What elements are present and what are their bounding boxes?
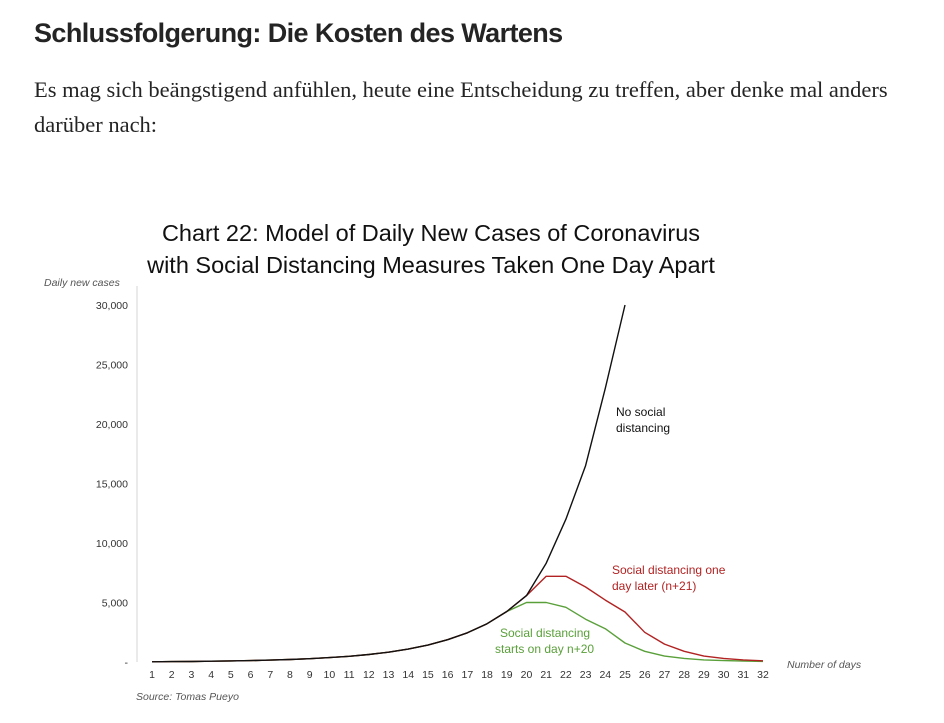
y-tick-label: 30,000	[96, 300, 128, 312]
y-tick-label: -	[125, 657, 129, 669]
x-tick-label: 6	[248, 669, 254, 681]
x-tick-label: 8	[287, 669, 293, 681]
x-tick-label: 5	[228, 669, 234, 681]
y-tick-label: 15,000	[96, 479, 128, 491]
chart-title-line1: Chart 22: Model of Daily New Cases of Co…	[162, 220, 700, 246]
x-tick-label: 11	[344, 669, 355, 681]
y-tick-label: 10,000	[96, 538, 128, 550]
x-tick-label: 1	[149, 669, 155, 681]
x-tick-label: 3	[188, 669, 194, 681]
x-tick-label: 19	[501, 669, 513, 681]
annotation-no-distancing-line1: No social	[616, 405, 665, 419]
x-tick-label: 12	[363, 669, 375, 681]
annotation-one-day-later-line2: day later (n+21)	[612, 579, 696, 593]
x-tick-label: 26	[639, 669, 651, 681]
series-line-2	[151, 601, 764, 663]
annotation-starts-n20-line2: starts on day n+20	[495, 642, 594, 656]
x-tick-label: 28	[678, 669, 690, 681]
y-axis-label: Daily new cases	[44, 277, 121, 289]
series-line-0	[151, 304, 626, 663]
x-tick-label: 4	[208, 669, 214, 681]
source-note: Source: Tomas Pueyo	[136, 691, 239, 703]
y-tick-label: 20,000	[96, 419, 128, 431]
x-tick-label: 15	[422, 669, 434, 681]
x-tick-label: 2	[169, 669, 175, 681]
x-tick-label: 24	[599, 669, 611, 681]
x-tick-label: 25	[619, 669, 631, 681]
x-tick-label: 13	[383, 669, 395, 681]
x-tick-label: 21	[540, 669, 552, 681]
x-tick-label: 9	[307, 669, 313, 681]
section-heading: Schlussfolgerung: Die Kosten des Wartens	[34, 18, 563, 48]
x-tick-label: 7	[267, 669, 273, 681]
x-tick-label: 30	[718, 669, 730, 681]
body-paragraph: Es mag sich beängstigend anfühlen, heute…	[34, 77, 888, 137]
annotation-one-day-later-line1: Social distancing one	[612, 563, 726, 577]
x-tick-label: 31	[737, 669, 749, 681]
y-tick-label: 5,000	[102, 598, 128, 610]
x-tick-label: 16	[442, 669, 454, 681]
x-tick-label: 27	[659, 669, 671, 681]
annotation-starts-n20-line1: Social distancing	[500, 626, 590, 640]
chart: Chart 22: Model of Daily New Cases of Co…	[44, 220, 862, 703]
x-tick-label: 20	[521, 669, 533, 681]
y-tick-label: 25,000	[96, 360, 128, 372]
x-axis-label: Number of days	[787, 659, 862, 671]
x-tick-label: 17	[462, 669, 474, 681]
x-tick-label: 14	[402, 669, 414, 681]
x-tick-label: 22	[560, 669, 572, 681]
x-tick-label: 23	[580, 669, 592, 681]
x-tick-label: 32	[757, 669, 769, 681]
x-tick-label: 10	[324, 669, 336, 681]
x-tick-label: 29	[698, 669, 710, 681]
annotation-no-distancing-line2: distancing	[616, 421, 670, 435]
chart-title-line2: with Social Distancing Measures Taken On…	[146, 252, 715, 278]
x-tick-label: 18	[481, 669, 493, 681]
